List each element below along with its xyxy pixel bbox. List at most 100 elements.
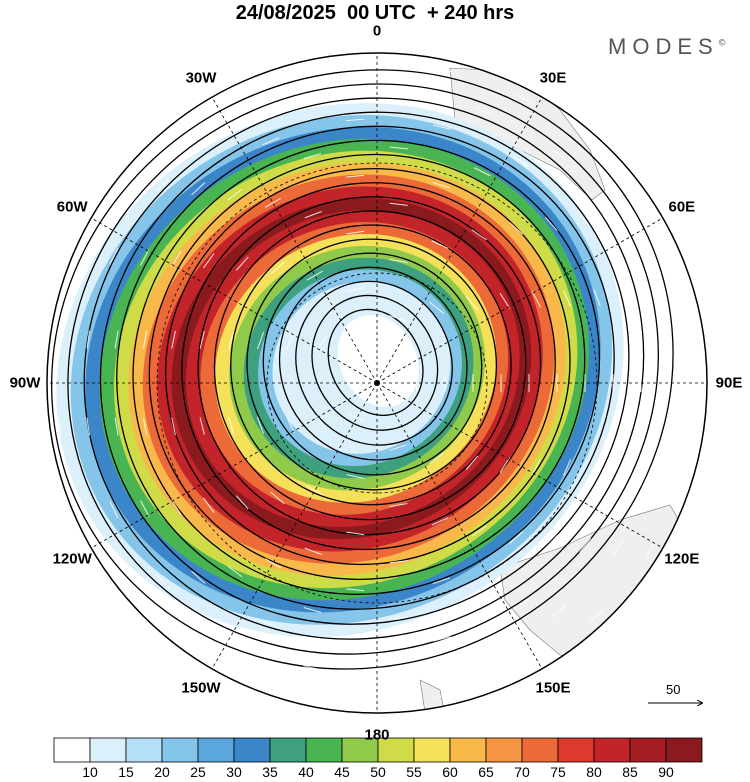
wind-vector — [171, 417, 176, 436]
colorbar-swatch — [269, 737, 307, 763]
colorbar-swatch — [665, 737, 703, 763]
wind-vector — [432, 577, 450, 585]
wind-vector — [431, 240, 449, 249]
wind-vector — [389, 560, 408, 564]
wind-vector — [579, 213, 592, 229]
height-contour — [99, 111, 630, 625]
wind-vector — [348, 412, 366, 423]
wind-vector — [264, 558, 282, 569]
wind-vector — [562, 289, 572, 307]
wind-vector — [471, 525, 487, 537]
colorbar-tick-label: 65 — [478, 764, 494, 780]
colorbar-tick-label: 45 — [334, 764, 350, 780]
wind-vector — [109, 247, 119, 265]
wind-vector — [389, 616, 408, 620]
wind-vector — [114, 417, 119, 436]
colorbar-tick-label: 40 — [298, 764, 314, 780]
height-contour — [67, 83, 659, 655]
wind-vector — [140, 500, 150, 517]
wind-vector — [652, 460, 660, 478]
wind-vector — [346, 62, 365, 65]
colorbar-tick-label: 90 — [658, 764, 674, 780]
wind-vector — [429, 301, 445, 314]
south-pole-marker — [374, 380, 380, 386]
wind-vector — [623, 460, 631, 478]
wind-vector — [465, 455, 479, 470]
height-contour — [181, 182, 556, 551]
wind-vector — [346, 118, 365, 122]
wind-vector — [515, 662, 533, 672]
meridian-line — [91, 217, 378, 384]
colorbar-tick-label: 70 — [514, 764, 530, 780]
wind-vector — [588, 610, 603, 624]
colorbar-swatch — [125, 737, 163, 763]
wind-vector — [235, 256, 249, 271]
wind-vector — [433, 693, 452, 699]
wind-vector — [58, 330, 62, 349]
wind-vector — [262, 620, 280, 629]
wind-vector — [473, 589, 491, 599]
wind-vector — [316, 335, 328, 351]
wind-vector — [270, 261, 285, 275]
meridian-line — [211, 382, 378, 669]
colorbar-tick-label: 75 — [550, 764, 566, 780]
wind-vector — [306, 485, 324, 496]
modes-logo: MODES© — [608, 34, 726, 59]
wind-vector — [593, 289, 601, 307]
meridian-line — [376, 97, 543, 384]
wind-vector — [222, 125, 240, 136]
colorbar-swatch — [89, 737, 127, 763]
wind-vector — [389, 315, 407, 322]
latitude-circle — [156, 162, 598, 604]
wind-vector — [682, 287, 689, 306]
wind-vector — [389, 146, 408, 150]
height-contour — [132, 139, 601, 595]
height-contour — [83, 97, 645, 640]
colorbar-swatch — [629, 737, 667, 763]
wind-vector — [235, 495, 249, 510]
wind-vector — [348, 343, 366, 354]
wind-vector — [140, 249, 150, 266]
colorbar-tick-label: 60 — [442, 764, 458, 780]
colorbar-tick-label: 35 — [262, 764, 278, 780]
wind-vector — [156, 574, 170, 589]
meridian-line — [376, 382, 663, 549]
colorbar-swatch — [377, 737, 415, 763]
colorbar-tick-label: 25 — [190, 764, 206, 780]
longitude-label: 120W — [52, 550, 92, 568]
colorbar-swatch — [53, 737, 91, 763]
wind-vector — [303, 95, 321, 101]
land-newzealand — [419, 679, 446, 713]
wind-vector — [389, 90, 408, 93]
wind-vector — [303, 153, 322, 159]
wind-vector — [306, 270, 324, 281]
wind-vector — [203, 497, 215, 513]
wind-vector — [199, 331, 205, 349]
wind-vector — [593, 459, 601, 477]
longitude-label: 120E — [664, 550, 700, 568]
meridian-line — [376, 382, 543, 669]
wind-vector — [623, 288, 631, 306]
wind-vector — [473, 167, 491, 177]
longitude-label: 90E — [715, 374, 743, 392]
wind-vector — [465, 296, 479, 311]
colorbar-tick-label: 30 — [226, 764, 242, 780]
wind-vector — [432, 181, 450, 189]
height-contour — [311, 294, 439, 431]
map-title: 24/08/2025 00 UTC + 240 hrs — [235, 2, 515, 24]
wind-vector — [261, 77, 279, 85]
wind-vector — [429, 452, 445, 465]
wind-vector — [389, 258, 408, 263]
wind-vector — [531, 458, 542, 475]
wind-vector — [304, 211, 322, 219]
wind-vector — [346, 588, 365, 592]
height-contour — [213, 210, 527, 521]
wind-vector — [184, 638, 201, 651]
height-contour — [246, 238, 498, 491]
wind-vector — [612, 210, 624, 227]
wind-vector — [389, 673, 408, 676]
height-contour — [278, 266, 468, 461]
wind-vector — [58, 417, 62, 436]
wind-vector — [588, 142, 603, 156]
longitude-label: 150W — [181, 679, 221, 697]
